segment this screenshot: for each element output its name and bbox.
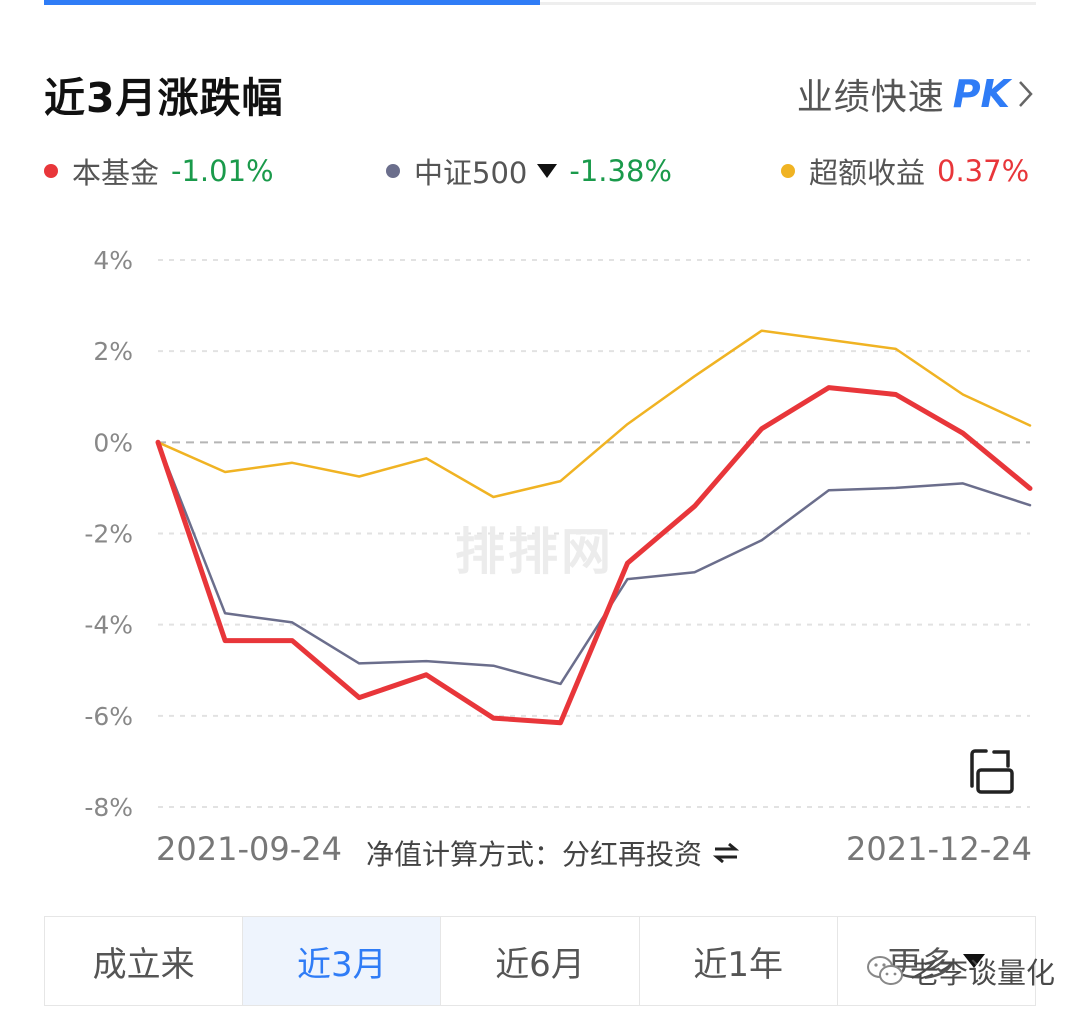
tab-since-inception[interactable]: 成立来 <box>45 917 244 1005</box>
top-tab-active-indicator[interactable] <box>44 0 540 5</box>
chart-legend: 本基金 -1.01% 中证500 -1.38% 超额收益 0.37% <box>44 150 1036 194</box>
tab-1-year[interactable]: 近1年 <box>640 917 838 1005</box>
legend-value-benchmark: -1.38% <box>569 154 672 188</box>
legend-label-excess: 超额收益 <box>809 156 926 190</box>
tab-3-months[interactable]: 近3月 <box>243 917 442 1005</box>
watermark-text: 排排网 <box>455 523 614 581</box>
caret-down-icon[interactable] <box>537 164 558 178</box>
page-title: 近3月涨跌幅 <box>44 74 284 122</box>
legend-dot-excess <box>781 164 795 178</box>
calc-method-label: 净值计算方式：分红再投资 <box>366 838 703 871</box>
legend-item-fund: 本基金 -1.01% <box>44 150 274 192</box>
y-tick-label: 0% <box>93 428 133 457</box>
legend-label-benchmark: 中证500 <box>414 156 528 190</box>
series-line <box>155 385 1033 726</box>
x-axis-start-label: 2021-09-24 <box>156 830 342 868</box>
top-tab-inactive-indicator[interactable] <box>540 2 1036 5</box>
wechat-icon <box>867 956 903 985</box>
calc-method-toggle[interactable]: 净值计算方式：分红再投资 <box>366 833 740 873</box>
y-tick-label: 4% <box>93 246 133 275</box>
performance-line-chart: 4% 2% 0% -2% -4% -6% -8% <box>84 246 1033 822</box>
swap-icon <box>712 842 740 864</box>
wechat-account-watermark: 老李谈量化 <box>866 950 1055 992</box>
top-tab-bar <box>44 0 1036 6</box>
series-line <box>156 441 1032 686</box>
y-tick-label: -4% <box>84 611 133 640</box>
x-axis-end-label: 2021-12-24 <box>846 830 1032 868</box>
y-tick-label: 2% <box>93 337 133 366</box>
pk-link-label: 业绩快速 <box>796 77 945 118</box>
tab-6-months[interactable]: 近6月 <box>441 917 640 1005</box>
legend-dot-benchmark <box>386 164 400 178</box>
chevron-right-icon <box>1019 81 1033 107</box>
legend-item-excess: 超额收益 0.37% <box>781 150 1029 192</box>
y-tick-label: -2% <box>84 520 133 549</box>
performance-pk-link[interactable]: 业绩快速 PK <box>797 68 1036 120</box>
y-tick-label: -6% <box>84 702 133 731</box>
legend-value-fund: -1.01% <box>171 154 274 188</box>
range-tab-bar: 成立来 近3月 近6月 近1年 更多 <box>44 916 1036 1006</box>
wechat-account-name: 老李谈量化 <box>910 956 1056 990</box>
legend-value-excess: 0.37% <box>937 154 1030 188</box>
legend-item-benchmark[interactable]: 中证500 -1.38% <box>386 150 672 192</box>
fullscreen-icon[interactable] <box>966 746 1016 796</box>
legend-dot-fund <box>44 164 58 178</box>
y-tick-label: -8% <box>84 793 133 822</box>
caret-down-icon <box>963 954 986 968</box>
legend-label-fund: 本基金 <box>72 156 160 190</box>
pk-badge: PK <box>952 72 1010 116</box>
series-line <box>156 329 1032 499</box>
